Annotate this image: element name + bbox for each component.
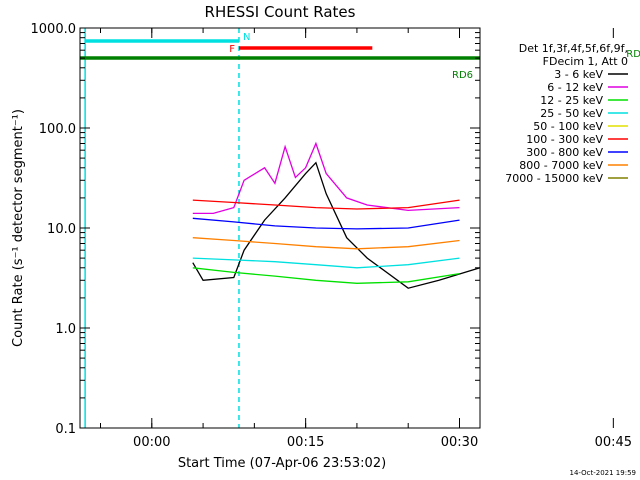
- series-line: [192, 257, 460, 269]
- x-tick-label: 00:00: [133, 435, 170, 450]
- x-axis-label: Start Time (07-Apr-06 23:53:02): [178, 456, 386, 471]
- x-tick-label: 00:30: [441, 435, 478, 450]
- y-tick-label: 1.0: [55, 322, 76, 337]
- series-line: [192, 161, 481, 289]
- legend-label: 6 - 12 keV: [547, 81, 603, 94]
- y-axis-ticks: 0.1 1.0 10.0 100.0 1000.0: [31, 22, 480, 437]
- legend-label: 3 - 6 keV: [554, 68, 603, 81]
- series-line: [192, 237, 460, 250]
- legend-header-line-2: FDecim 1, Att 0: [543, 55, 628, 68]
- status-bars: NF RD6 RD0: [80, 32, 640, 81]
- legend-label: 12 - 25 keV: [540, 94, 603, 107]
- y-tick-label: 1000.0: [31, 22, 77, 37]
- y-axis-label: Count Rate (s⁻¹ detector segment⁻¹): [11, 109, 26, 347]
- night-bar-label: N: [243, 32, 250, 43]
- y-tick-label: 100.0: [39, 122, 76, 137]
- legend-label: 300 - 800 keV: [526, 146, 603, 159]
- series-line: [192, 217, 460, 230]
- legend: Det 1f,3f,4f,5f,6f,9f, FDecim 1, Att 0 3…: [505, 42, 628, 185]
- x-tick-label: 00:15: [287, 435, 324, 450]
- legend-label: 100 - 300 keV: [526, 133, 603, 146]
- flare-bar-label: F: [229, 44, 235, 55]
- chart-title: RHESSI Count Rates: [205, 3, 356, 21]
- legend-label: 7000 - 15000 keV: [505, 172, 603, 185]
- y-tick-label: 10.0: [47, 222, 76, 237]
- legend-label: 25 - 50 keV: [540, 107, 603, 120]
- x-tick-label: 00:45: [595, 435, 632, 450]
- legend-label: 50 - 100 keV: [533, 120, 603, 133]
- y-tick-label: 0.1: [55, 422, 76, 437]
- series-lines: [192, 141, 481, 289]
- decimation-bar-label: RD0: [626, 49, 640, 60]
- legend-header-line-1: Det 1f,3f,4f,5f,6f,9f,: [519, 42, 628, 55]
- legend-label: 800 - 7000 keV: [519, 159, 603, 172]
- series-line: [192, 141, 460, 215]
- render-timestamp: 14-Oct-2021 19:59: [570, 469, 636, 477]
- plot-frame: [79, 27, 481, 429]
- series-line: [192, 199, 460, 210]
- decimation-bar-label: RD6: [452, 70, 473, 81]
- series-line: [192, 267, 460, 284]
